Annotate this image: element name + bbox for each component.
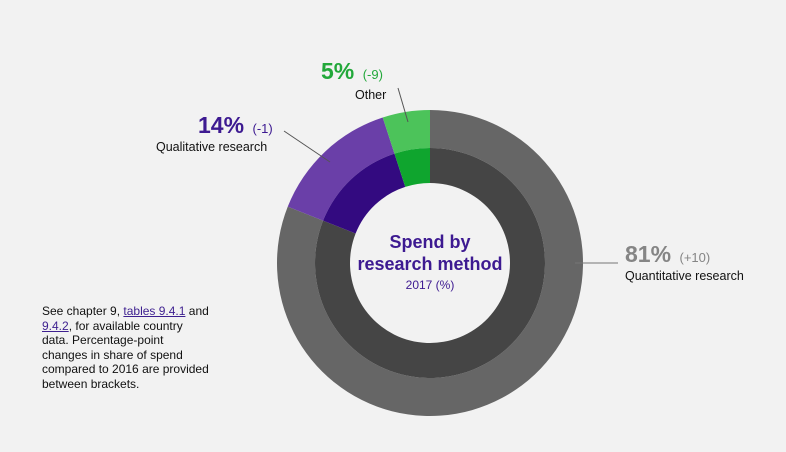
slice-qualitative-outer (287, 117, 395, 221)
label-quantitative-value: 81% (+10) (625, 241, 710, 267)
quantitative-change: (+10) (680, 250, 711, 265)
quantitative-percent: 81% (625, 241, 671, 267)
slice-quantitative-inner (314, 148, 545, 378)
qualitative-percent: 14% (198, 112, 244, 138)
label-qualitative-value: 14% (-1) (198, 112, 273, 138)
center-title-line2: research method (357, 254, 502, 274)
donut-slices (277, 110, 584, 416)
center-subtitle: 2017 (%) (406, 278, 455, 292)
tables-link[interactable]: tables 9.4.1 (123, 304, 186, 318)
slice-other-outer (382, 110, 430, 154)
leader-line-qualitative (283, 130, 331, 163)
label-qualitative-name: Qualitative research (156, 140, 267, 154)
leader-line-other (397, 87, 409, 123)
label-other-name: Other (355, 88, 386, 102)
footnote-text-1: See chapter 9, (42, 304, 124, 318)
label-other-value: 5% (-9) (321, 58, 383, 84)
slice-other-inner (394, 148, 430, 187)
center-title-line1: Spend by (389, 232, 470, 252)
table-9-4-2-link[interactable]: 9.4.2 (42, 318, 69, 333)
label-quantitative-name: Quantitative research (625, 269, 744, 283)
footnote-text-3: , for available country data. Percentage… (42, 318, 209, 391)
footnote-text-2: and (185, 304, 209, 318)
slice-qualitative-inner (323, 153, 406, 234)
other-change: (-9) (363, 67, 383, 82)
other-percent: 5% (321, 58, 354, 84)
qualitative-change: (-1) (253, 121, 273, 136)
footnote: See chapter 9, tables 9.4.1 and 9.4.2, f… (42, 304, 212, 391)
